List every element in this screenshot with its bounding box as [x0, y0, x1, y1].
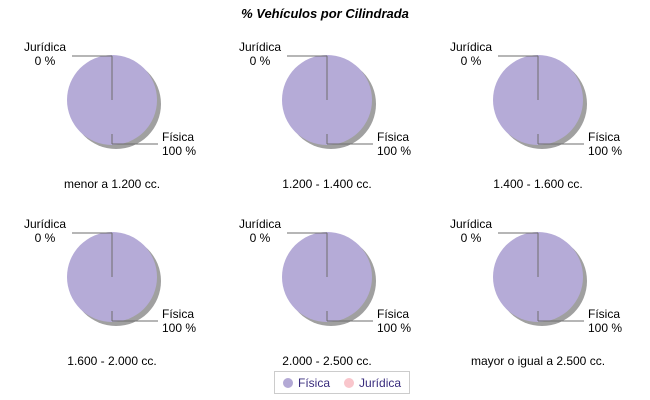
pie-cell-5: Jurídica 0 % Física 100 % 2.000 - 2.500 …	[219, 212, 435, 377]
fisica-label: Física 100 %	[588, 130, 622, 158]
juridica-label: Jurídica 0 %	[443, 40, 499, 68]
fisica-label-value: 100 %	[377, 144, 412, 158]
pie-chart-6	[493, 232, 587, 326]
juridica-label-name: Jurídica	[238, 217, 282, 231]
fisica-label: Física 100 %	[162, 307, 196, 335]
pie-cell-2: Jurídica 0 % Física 100 % 1.200 - 1.400 …	[219, 35, 435, 200]
pie-chart-5	[282, 232, 376, 326]
juridica-label: Jurídica 0 %	[232, 40, 288, 68]
legend: Física Jurídica	[274, 371, 411, 394]
fisica-label-value: 100 %	[162, 321, 197, 335]
fisica-label: Física 100 %	[377, 130, 411, 158]
juridica-label-value: 0 %	[249, 231, 271, 245]
pie-cell-6: Jurídica 0 % Física 100 % mayor o igual …	[430, 212, 646, 377]
juridica-label-value: 0 %	[460, 231, 482, 245]
pie-chart-4	[67, 232, 161, 326]
fisica-label-value: 100 %	[377, 321, 412, 335]
juridica-label-name: Jurídica	[238, 40, 282, 54]
fisica-label: Física 100 %	[377, 307, 411, 335]
circle-swatch-icon	[283, 377, 293, 388]
juridica-label: Jurídica 0 %	[17, 217, 73, 245]
juridica-label-value: 0 %	[460, 54, 482, 68]
juridica-label: Jurídica 0 %	[232, 217, 288, 245]
pie-cell-4: Jurídica 0 % Física 100 % 1.600 - 2.000 …	[4, 212, 220, 377]
fisica-label-value: 100 %	[162, 144, 197, 158]
pie-chart-2	[282, 55, 376, 149]
fisica-label-name: Física	[162, 130, 195, 144]
figure-title: % Vehículos por Cilindrada	[241, 6, 409, 21]
pie-chart-3	[493, 55, 587, 149]
legend-swatch-juridica-icon	[344, 377, 355, 388]
pie-caption-5: 2.000 - 2.500 cc.	[282, 354, 372, 368]
pie-chart-1	[67, 55, 161, 149]
juridica-label-name: Jurídica	[449, 217, 493, 231]
fisica-label-name: Física	[377, 307, 410, 321]
fisica-label-name: Física	[377, 130, 410, 144]
fisica-label-name: Física	[588, 307, 621, 321]
pie-caption-1: menor a 1.200 cc.	[63, 177, 161, 191]
fisica-label: Física 100 %	[588, 307, 622, 335]
circle-swatch-icon	[344, 377, 355, 388]
pie-caption-3: 1.400 - 1.600 cc.	[493, 177, 583, 191]
juridica-label-name: Jurídica	[23, 217, 67, 231]
pie-caption-2: 1.200 - 1.400 cc.	[282, 177, 372, 191]
pie-caption-6: mayor o igual a 2.500 cc.	[470, 354, 606, 368]
juridica-label: Jurídica 0 %	[17, 40, 73, 68]
juridica-label-value: 0 %	[34, 231, 56, 245]
pie-cell-1: Jurídica 0 % Física 100 % menor a 1.200 …	[4, 35, 220, 200]
juridica-label-value: 0 %	[249, 54, 271, 68]
legend-label-fisica: Física	[298, 375, 331, 390]
fisica-label-name: Física	[588, 130, 621, 144]
fisica-label-value: 100 %	[588, 321, 623, 335]
legend-dot-fisica	[283, 377, 293, 388]
pie-cell-3: Jurídica 0 % Física 100 % 1.400 - 1.600 …	[430, 35, 646, 200]
juridica-label: Jurídica 0 %	[443, 217, 499, 245]
fisica-label-value: 100 %	[588, 144, 623, 158]
legend-label-juridica: Jurídica	[359, 375, 402, 390]
legend-swatch-fisica-icon	[283, 377, 293, 388]
juridica-label-name: Jurídica	[23, 40, 67, 54]
juridica-label-value: 0 %	[34, 54, 56, 68]
legend-dot-juridica	[344, 377, 355, 388]
fisica-label-name: Física	[162, 307, 195, 321]
juridica-label-name: Jurídica	[449, 40, 493, 54]
pie-caption-4: 1.600 - 2.000 cc.	[67, 354, 157, 368]
fisica-label: Física 100 %	[162, 130, 196, 158]
